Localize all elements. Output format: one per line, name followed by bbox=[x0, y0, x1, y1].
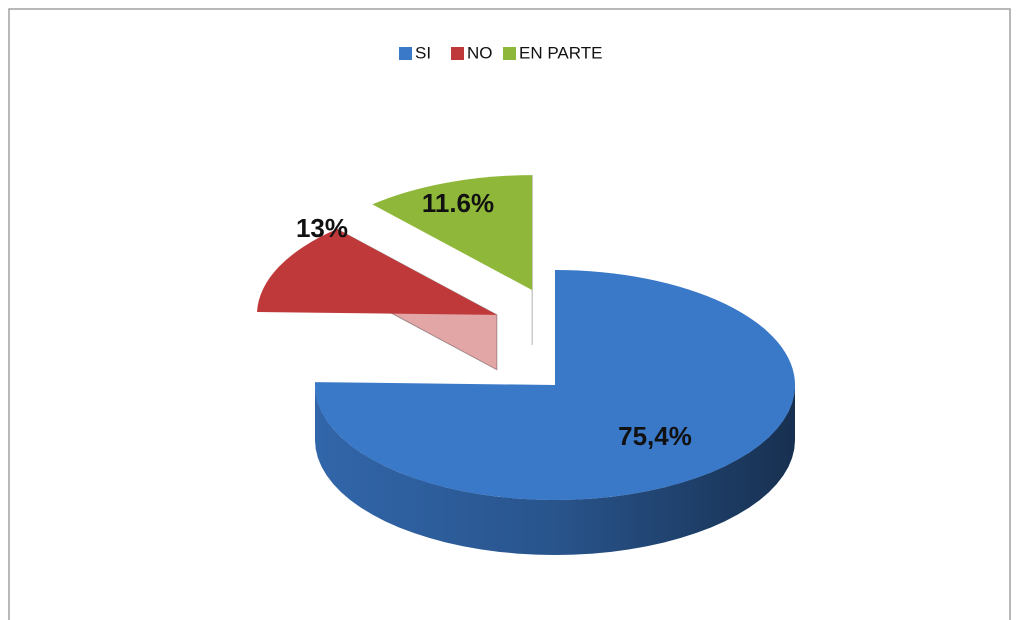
legend-label: NO bbox=[467, 43, 493, 62]
slice bbox=[256, 229, 497, 315]
data-label: 13% bbox=[296, 213, 348, 243]
legend-label: EN PARTE bbox=[519, 43, 602, 62]
data-label: 11.6% bbox=[422, 188, 494, 218]
slice-group bbox=[256, 228, 498, 371]
frame bbox=[8, 8, 1011, 620]
legend-swatch bbox=[451, 47, 464, 60]
legend-label: SI bbox=[415, 43, 431, 62]
legend-swatch bbox=[399, 47, 412, 60]
slice-group bbox=[314, 270, 796, 555]
legend-swatch bbox=[503, 47, 516, 60]
data-label: 75,4% bbox=[618, 421, 692, 451]
slice bbox=[372, 175, 533, 291]
slice-group bbox=[372, 175, 533, 346]
slice-side-shade bbox=[315, 385, 795, 555]
slice bbox=[314, 270, 796, 501]
